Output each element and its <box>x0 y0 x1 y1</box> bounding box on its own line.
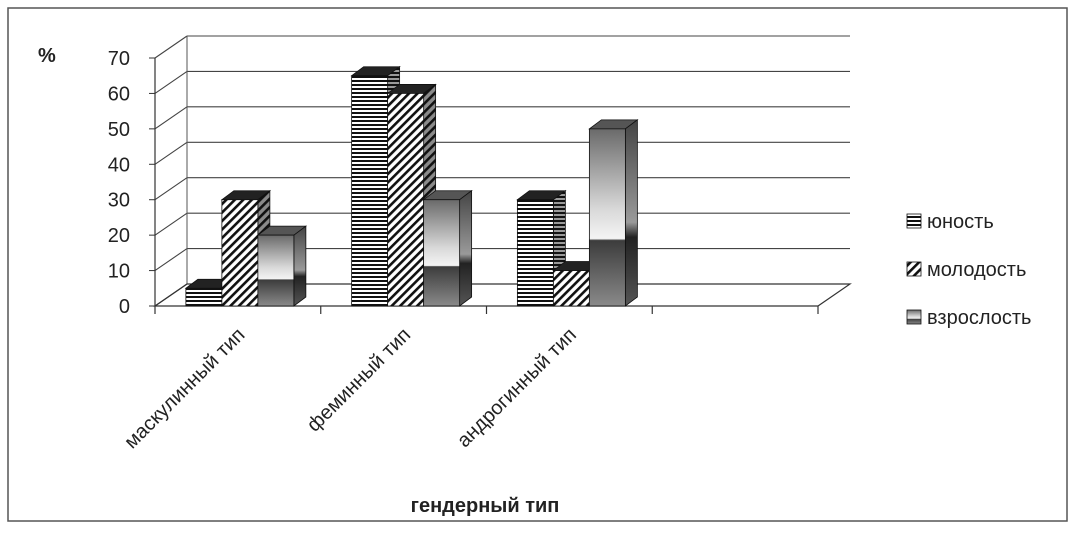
bar-side <box>293 225 307 307</box>
bar-front <box>387 93 425 307</box>
x-tick-label: феминный тип <box>303 324 415 436</box>
gridline-diagonal <box>154 35 188 59</box>
bar-front <box>552 270 590 307</box>
y-tick-labels: 0 10 20 30 40 50 60 70 <box>108 48 130 318</box>
legend-item: юность <box>906 211 994 233</box>
bar-side <box>459 189 473 307</box>
gridline-diagonal <box>154 70 188 94</box>
y-tick-label: 40 <box>108 154 130 176</box>
gridline-diagonal <box>154 212 188 236</box>
legend-swatch <box>906 261 922 277</box>
bar-front <box>351 75 389 307</box>
chart-border <box>7 7 1068 522</box>
bar-front <box>423 199 461 307</box>
legend-swatch <box>906 213 922 229</box>
legend-label: молодость <box>927 259 1026 281</box>
legend-label: юность <box>927 211 994 233</box>
bar-взрослость-2 <box>422 189 473 307</box>
y-tick-label: 0 <box>119 296 130 318</box>
gridline-diagonal <box>154 248 188 272</box>
y-tick-label: 10 <box>108 261 130 283</box>
x-axis-label: гендерный тип <box>411 495 560 517</box>
gridline-diagonal <box>154 106 188 130</box>
legend: юность молодость взрослость <box>906 211 1031 329</box>
y-tick-label: 30 <box>108 190 130 212</box>
legend-label: взрослость <box>927 307 1031 329</box>
x-tick-label: маскулинный тип <box>120 324 249 453</box>
bar-side <box>624 119 638 307</box>
y-axis-label: % <box>38 45 56 67</box>
bar-front <box>185 287 223 307</box>
gridline-diagonal <box>154 141 188 165</box>
bar-front <box>221 199 259 307</box>
y-tick-label: 50 <box>108 119 130 141</box>
gridline-diagonal <box>154 177 188 201</box>
bar-front <box>257 234 295 307</box>
y-tick-label: 60 <box>108 83 130 105</box>
bar-front <box>588 128 626 307</box>
bar-взрослость-1 <box>256 225 308 307</box>
x-tick-label: андрогинный тип <box>453 324 581 452</box>
x-tick-labels: маскулинный тип феминный тип андрогинный т… <box>120 324 581 453</box>
legend-swatch <box>906 309 922 325</box>
y-tick-label: 20 <box>108 225 130 247</box>
y-tick-label: 70 <box>108 48 130 70</box>
legend-item: молодость <box>906 259 1026 281</box>
bars <box>184 65 639 307</box>
legend-item: взрослость <box>906 307 1031 329</box>
bar-front <box>516 199 554 307</box>
bar-взрослость-3 <box>588 119 639 307</box>
